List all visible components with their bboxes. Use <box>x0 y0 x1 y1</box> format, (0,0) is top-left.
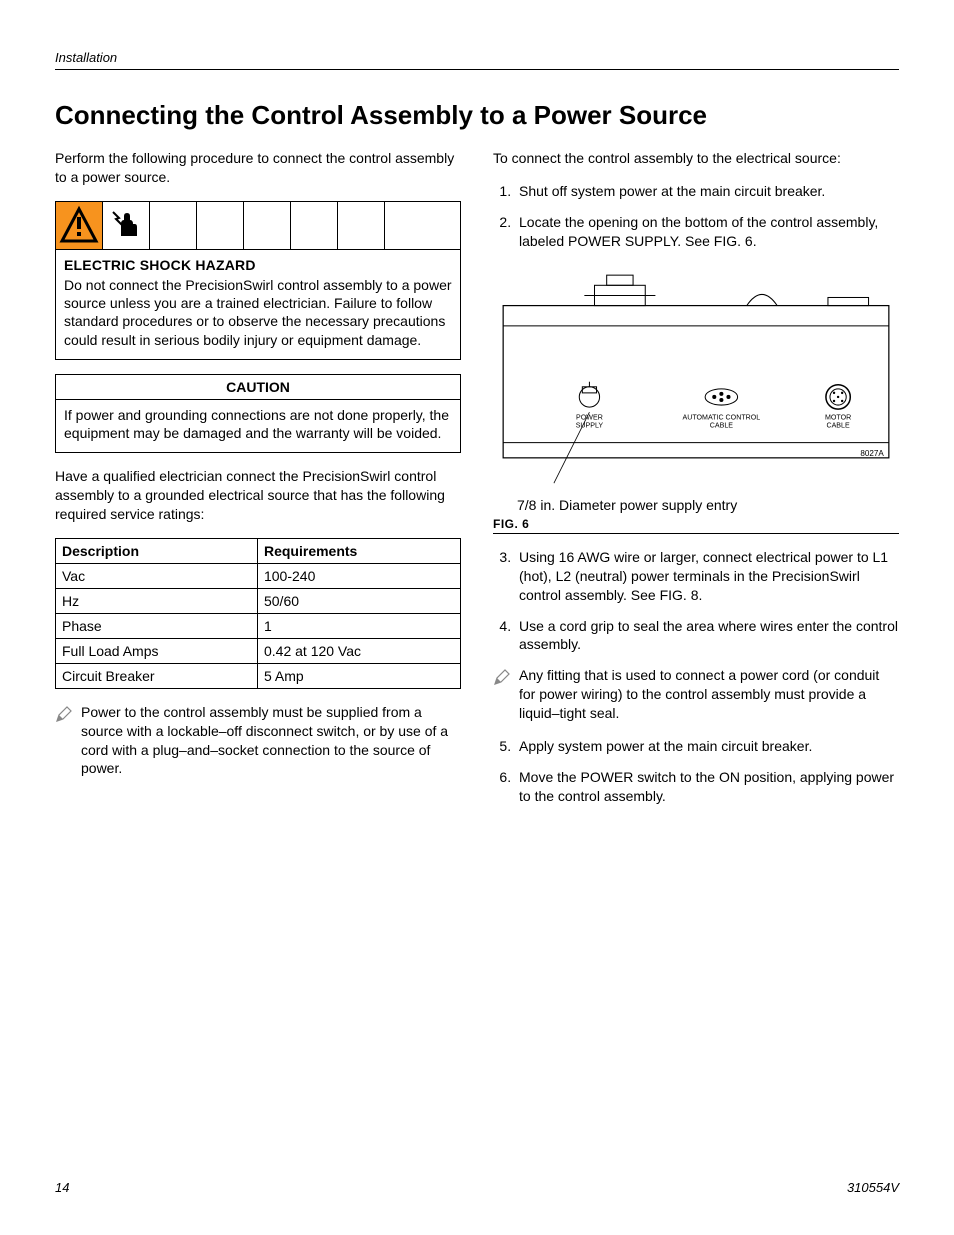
caution-title: CAUTION <box>56 375 460 400</box>
step-6: Move the POWER switch to the ON position… <box>515 768 899 806</box>
steps-list-a: Shut off system power at the main circui… <box>493 182 899 251</box>
page-number: 14 <box>55 1180 69 1195</box>
note-power-source: Power to the control assembly must be su… <box>55 703 461 779</box>
steps-list-b: Using 16 AWG wire or larger, connect ele… <box>493 548 899 654</box>
warning-text: ELECTRIC SHOCK HAZARD Do not connect the… <box>56 250 460 359</box>
fig-label-mc: MOTOR <box>825 413 851 421</box>
warning-blank-6 <box>385 202 432 249</box>
steps-list-c: Apply system power at the main circuit b… <box>493 737 899 806</box>
table-row: Hz50/60 <box>56 588 461 613</box>
caution-body: If power and grounding connections are n… <box>56 400 460 452</box>
table-row: Phase1 <box>56 613 461 638</box>
page-footer: 14 310554V <box>55 1180 899 1195</box>
step-1: Shut off system power at the main circui… <box>515 182 899 201</box>
fig-id: 8027A <box>860 448 884 457</box>
right-column: To connect the control assembly to the e… <box>493 149 899 818</box>
header-section: Installation <box>55 50 899 65</box>
warning-box: ELECTRIC SHOCK HAZARD Do not connect the… <box>55 201 461 360</box>
table-row: Circuit Breaker5 Amp <box>56 663 461 688</box>
warning-blank-2 <box>197 202 244 249</box>
warning-blank-4 <box>291 202 338 249</box>
doc-number: 310554V <box>847 1180 899 1195</box>
table-row: Full Load Amps0.42 at 120 Vac <box>56 638 461 663</box>
two-column-layout: Perform the following procedure to conne… <box>55 149 899 818</box>
electric-hand-icon <box>103 202 150 249</box>
fig-label-ps: POWER <box>576 413 603 421</box>
warning-blank-3 <box>244 202 291 249</box>
table-header-desc: Description <box>56 538 258 563</box>
warning-blank-5 <box>338 202 385 249</box>
left-paragraph-2: Have a qualified electrician connect the… <box>55 467 461 524</box>
figure-caption: 7/8 in. Diameter power supply entry <box>517 497 899 513</box>
left-column: Perform the following procedure to conne… <box>55 149 461 818</box>
figure-6: POWER SUPPLY AUTOMATIC CONTROL CABLE MOT… <box>493 265 899 534</box>
table-header-req: Requirements <box>257 538 460 563</box>
right-intro: To connect the control assembly to the e… <box>493 149 899 168</box>
pencil-icon <box>55 705 73 723</box>
step-2: Locate the opening on the bottom of the … <box>515 213 899 251</box>
warning-blank-1 <box>150 202 197 249</box>
service-ratings-table: Description Requirements Vac100-240 Hz50… <box>55 538 461 689</box>
warning-body: Do not connect the PrecisionSwirl contro… <box>64 276 452 349</box>
note-fitting: Any fitting that is used to connect a po… <box>493 666 899 723</box>
warning-icon-row <box>56 202 460 250</box>
warning-triangle-icon <box>56 202 103 249</box>
caution-box: CAUTION If power and grounding connectio… <box>55 374 461 453</box>
figure-rule <box>493 533 899 534</box>
page-title: Connecting the Control Assembly to a Pow… <box>55 100 899 131</box>
figure-number: FIG. 6 <box>493 517 899 531</box>
svg-text:CABLE: CABLE <box>826 421 850 429</box>
pencil-icon <box>493 668 511 686</box>
note-text: Any fitting that is used to connect a po… <box>519 666 899 723</box>
intro-paragraph: Perform the following procedure to conne… <box>55 149 461 187</box>
warning-title: ELECTRIC SHOCK HAZARD <box>64 256 452 274</box>
step-3: Using 16 AWG wire or larger, connect ele… <box>515 548 899 605</box>
table-row: Vac100-240 <box>56 563 461 588</box>
step-5: Apply system power at the main circuit b… <box>515 737 899 756</box>
svg-text:CABLE: CABLE <box>710 421 734 429</box>
figure-6-diagram: POWER SUPPLY AUTOMATIC CONTROL CABLE MOT… <box>493 265 899 488</box>
note-text: Power to the control assembly must be su… <box>81 703 461 779</box>
header-rule <box>55 69 899 70</box>
step-4: Use a cord grip to seal the area where w… <box>515 617 899 655</box>
fig-label-acc: AUTOMATIC CONTROL <box>682 413 760 421</box>
svg-text:SUPPLY: SUPPLY <box>576 421 604 429</box>
